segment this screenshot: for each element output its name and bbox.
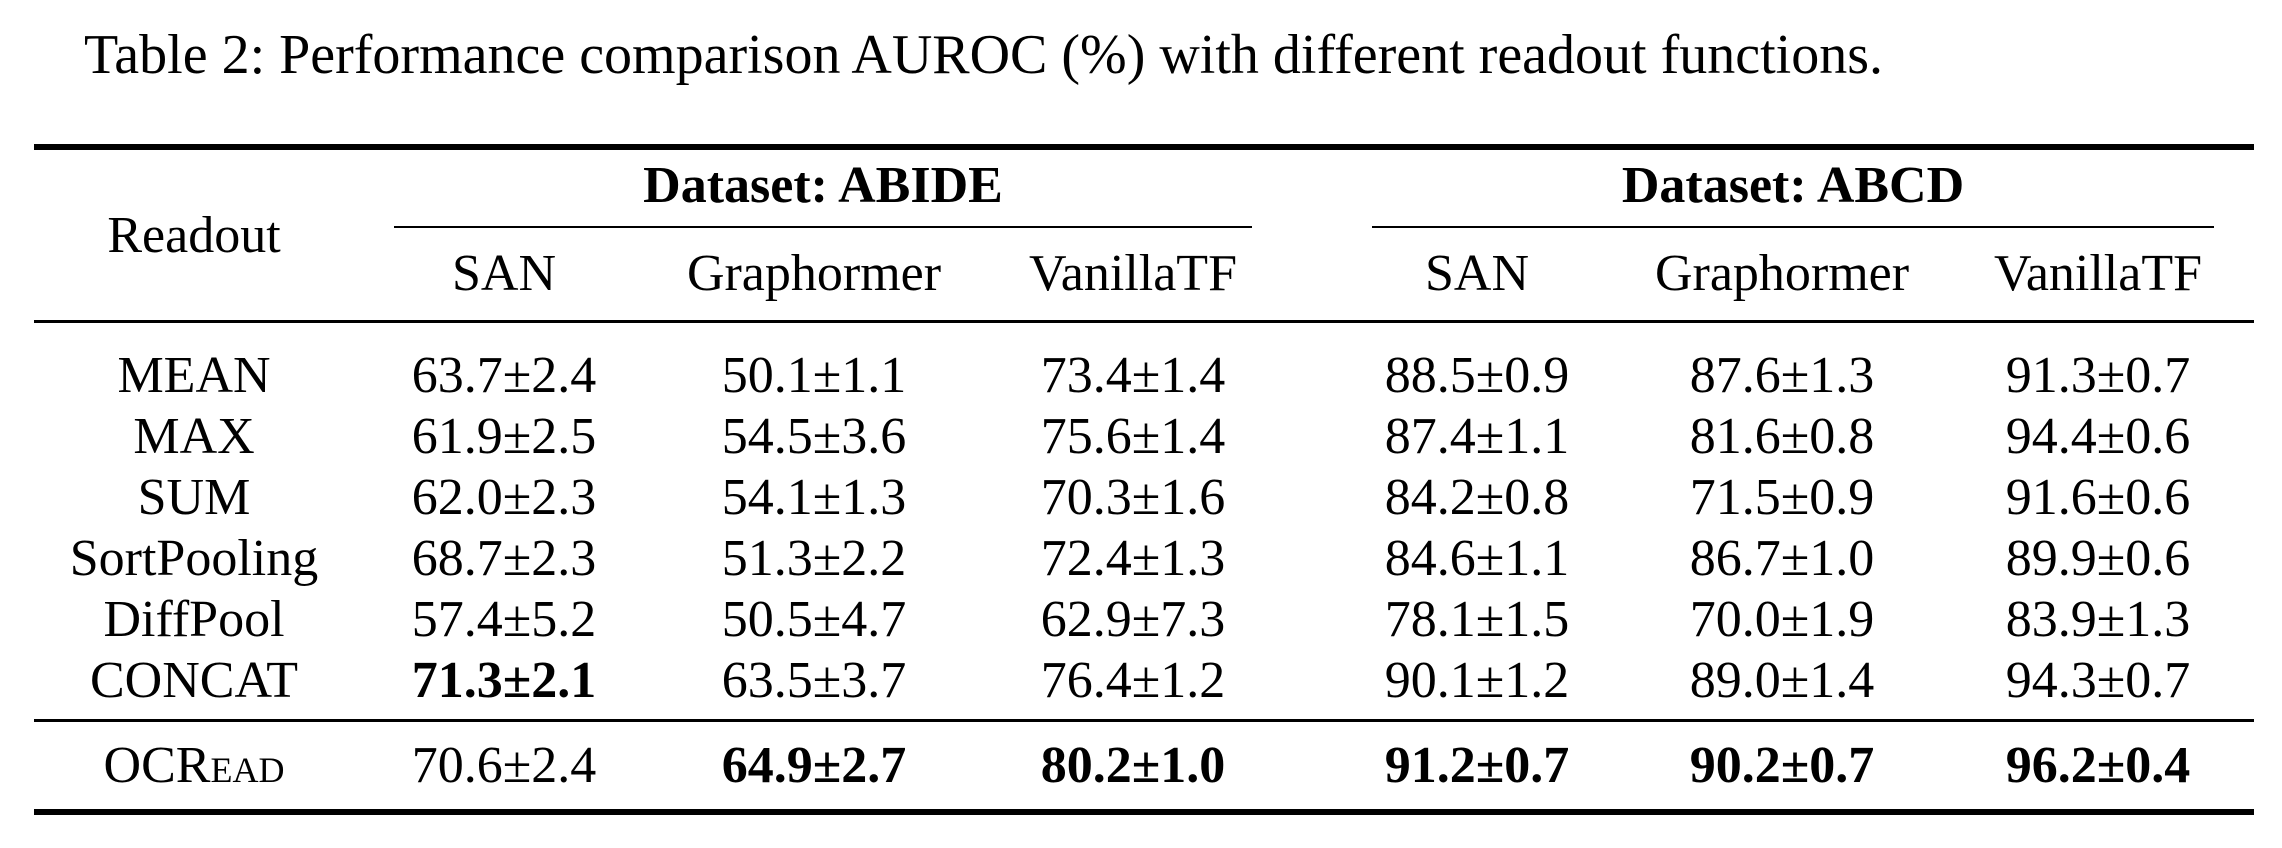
column-header-vanillatf: VanillaTF	[974, 228, 1293, 323]
data-cell: 70.6±2.4	[411, 737, 597, 794]
row-label: OCRead	[103, 737, 285, 794]
group-title-abide-label: Dataset: ABIDE	[643, 157, 1003, 214]
column-header-graphormer: Graphormer	[654, 228, 974, 323]
data-cell: 84.2±0.8	[1384, 469, 1570, 526]
table-body: MEAN 63.7±2.4 50.1±1.1 73.4±1.4 88.5±0.9 87.6…	[34, 322, 2255, 722]
group-gap-cell	[1292, 528, 1332, 589]
data-cell: 90.2±0.7	[1689, 737, 1875, 794]
data-cell: 57.4±5.2	[411, 591, 597, 648]
data-cell: 84.6±1.1	[1384, 530, 1570, 587]
data-cell: 76.4±1.2	[974, 650, 1293, 722]
data-cell: 61.9±2.5	[411, 408, 597, 465]
data-cell: 75.6±1.4	[1040, 408, 1226, 465]
data-cell: 63.5±3.7	[654, 650, 974, 722]
table-caption: Table 2: Performance comparison AUROC (%…	[84, 24, 1883, 86]
data-cell: 88.5±0.9	[1384, 347, 1570, 404]
data-cell: 68.7±2.3	[411, 530, 597, 587]
group-gap-cell	[1292, 650, 1333, 722]
table-footer: OCRead 70.6±2.4 64.9±2.7 80.2±1.0 91.2±0.7 90…	[34, 721, 2254, 813]
column-header-graphormer: Graphormer	[1622, 228, 1943, 323]
data-cell: 64.9±2.7	[721, 737, 907, 794]
row-label: CONCAT	[34, 650, 354, 722]
row-label: DiffPool	[103, 591, 285, 648]
data-cell: 94.3±0.7	[1942, 650, 2255, 722]
data-cell: 89.0±1.4	[1622, 650, 1943, 722]
table-row-sortpooling: SortPooling 68.7±2.3 51.3±2.2 72.4±1.3 84.6±…	[34, 528, 2254, 589]
corner-header-readout: Readout	[34, 147, 354, 323]
data-cell: 80.2±1.0	[1040, 737, 1226, 794]
data-cell: 89.9±0.6	[2005, 530, 2191, 587]
data-cell: 63.7±2.4	[411, 347, 597, 404]
data-cell: 83.9±1.3	[2005, 591, 2191, 648]
table-row-concat: CONCAT 71.3±2.1 63.5±3.7 76.4±1.2 90.1±1.2 89…	[34, 650, 2255, 722]
data-cell: 70.3±1.6	[1040, 469, 1226, 526]
data-cell: 90.1±1.2	[1332, 650, 1623, 722]
data-cell: 87.6±1.3	[1689, 347, 1875, 404]
group-title-abide-with-cmidrule: Dataset: ABIDE	[394, 157, 1253, 228]
group-gap-cell	[1292, 589, 1332, 650]
group-header-abcd: Dataset: ABCD	[1332, 147, 2254, 228]
data-cell: 62.9±7.3	[1040, 591, 1226, 648]
table-row-diffpool: DiffPool 57.4±5.2 50.5±4.7 62.9±7.3 78.1±1.5…	[34, 589, 2254, 650]
group-gap-cell	[1292, 406, 1332, 467]
data-cell: 54.5±3.6	[721, 408, 907, 465]
row-label: SUM	[137, 469, 251, 526]
column-header-row: SAN Graphormer VanillaTF SAN Graphormer Vanil…	[34, 228, 2255, 323]
column-header-san: SAN	[1332, 228, 1623, 323]
data-cell: 50.5±4.7	[721, 591, 907, 648]
group-header-row: Readout Dataset: ABIDE Dataset: ABCD	[34, 147, 2254, 323]
data-cell: 70.0±1.9	[1689, 591, 1875, 648]
data-cell: 72.4±1.3	[1040, 530, 1226, 587]
group-title-abcd-label: Dataset: ABCD	[1621, 157, 1965, 214]
data-cell: 51.3±2.2	[721, 530, 907, 587]
group-gap-cell	[1292, 467, 1332, 528]
group-header-abide: Dataset: ABIDE	[354, 147, 1292, 228]
results-table: Readout Dataset: ABIDE Dataset: ABCD SAN…	[34, 144, 2255, 815]
group-gap-cell	[1292, 721, 1332, 813]
column-header-san: SAN	[354, 228, 654, 323]
data-cell: 71.3±2.1	[354, 650, 654, 722]
data-cell: 94.4±0.6	[2005, 408, 2191, 465]
table-row-mean: MEAN 63.7±2.4 50.1±1.1 73.4±1.4 88.5±0.9 87.6…	[34, 322, 2254, 407]
data-cell: 91.6±0.6	[2005, 469, 2191, 526]
row-label: SortPooling	[69, 530, 319, 587]
table-row-ocread: OCRead 70.6±2.4 64.9±2.7 80.2±1.0 91.2±0.7 90…	[34, 721, 2254, 813]
data-cell: 78.1±1.5	[1384, 591, 1570, 648]
data-cell: 62.0±2.3	[411, 469, 597, 526]
group-title-abcd-with-cmidrule: Dataset: ABCD	[1372, 157, 2215, 228]
data-cell: 54.1±1.3	[721, 469, 907, 526]
table-header: Readout Dataset: ABIDE Dataset: ABCD SAN…	[34, 147, 2255, 323]
table-row-sum: SUM 62.0±2.3 54.1±1.3 70.3±1.6 84.2±0.8 71.5±…	[34, 467, 2254, 528]
data-cell: 96.2±0.4	[2005, 737, 2191, 794]
data-cell: 73.4±1.4	[1040, 347, 1226, 404]
data-cell: 91.3±0.7	[2005, 347, 2191, 404]
paper-table-figure: Table 2: Performance comparison AUROC (%…	[0, 22, 2282, 848]
data-cell: 86.7±1.0	[1689, 530, 1875, 587]
data-cell: 91.2±0.7	[1384, 737, 1570, 794]
row-label: MEAN	[117, 347, 271, 404]
data-cell: 81.6±0.8	[1689, 408, 1875, 465]
group-gap-spacer	[1292, 147, 1333, 323]
row-label: MAX	[133, 408, 255, 465]
data-cell: 71.5±0.9	[1689, 469, 1875, 526]
column-header-vanillatf: VanillaTF	[1942, 228, 2255, 323]
group-gap-cell	[1292, 322, 1332, 407]
data-cell: 50.1±1.1	[721, 347, 907, 404]
table-row-max: MAX 61.9±2.5 54.5±3.6 75.6±1.4 87.4±1.1 81.6±…	[34, 406, 2254, 467]
data-cell: 87.4±1.1	[1384, 408, 1570, 465]
